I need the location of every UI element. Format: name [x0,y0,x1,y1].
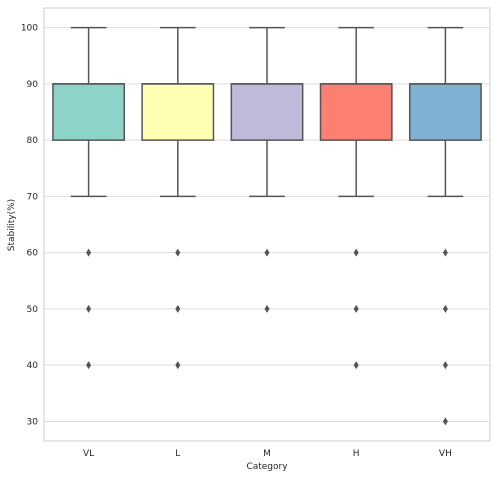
x-tick-label: L [175,449,180,459]
y-tick-label: 70 [27,192,39,202]
outlier-point [264,304,270,313]
outlier-point [175,361,181,370]
outlier-point [264,248,270,257]
x-tick-label: VL [83,449,94,459]
y-tick-label: 50 [27,305,39,315]
y-tick-labels: 30 40 50 60 70 80 90 100 [21,24,38,428]
boxes-group [52,26,482,426]
outlier-point [353,304,359,313]
y-tick-label: 90 [27,80,39,90]
box-h [319,26,393,370]
outlier-point [442,248,448,257]
box-body [319,83,393,141]
outlier-point [86,361,92,370]
outlier-point [175,304,181,313]
x-tick-labels: VL L M H VH [83,449,452,459]
y-tick-label: 40 [27,361,39,371]
box-l [141,26,215,370]
outlier-point [86,304,92,313]
x-tick-label: H [353,449,360,459]
box-body [408,83,482,141]
y-tick-label: 100 [21,24,38,34]
box-m [230,26,304,313]
outlier-point [175,248,181,257]
outlier-point [86,248,92,257]
outlier-point [353,361,359,370]
outlier-point [442,361,448,370]
box-body [52,83,126,141]
x-tick-label: M [263,449,271,459]
box-vh [408,26,482,426]
box-vl [52,26,126,370]
y-axis-title: Stability(%) [7,199,17,251]
y-tick-label: 30 [27,417,39,427]
x-axis-title: Category [246,462,288,472]
x-tick-label: VH [439,449,452,459]
outlier-point [442,304,448,313]
y-tick-label: 60 [27,249,39,259]
outlier-point [353,248,359,257]
box-body [230,83,304,141]
y-tick-label: 80 [27,136,39,146]
box-body [141,83,215,141]
outlier-point [442,417,448,426]
